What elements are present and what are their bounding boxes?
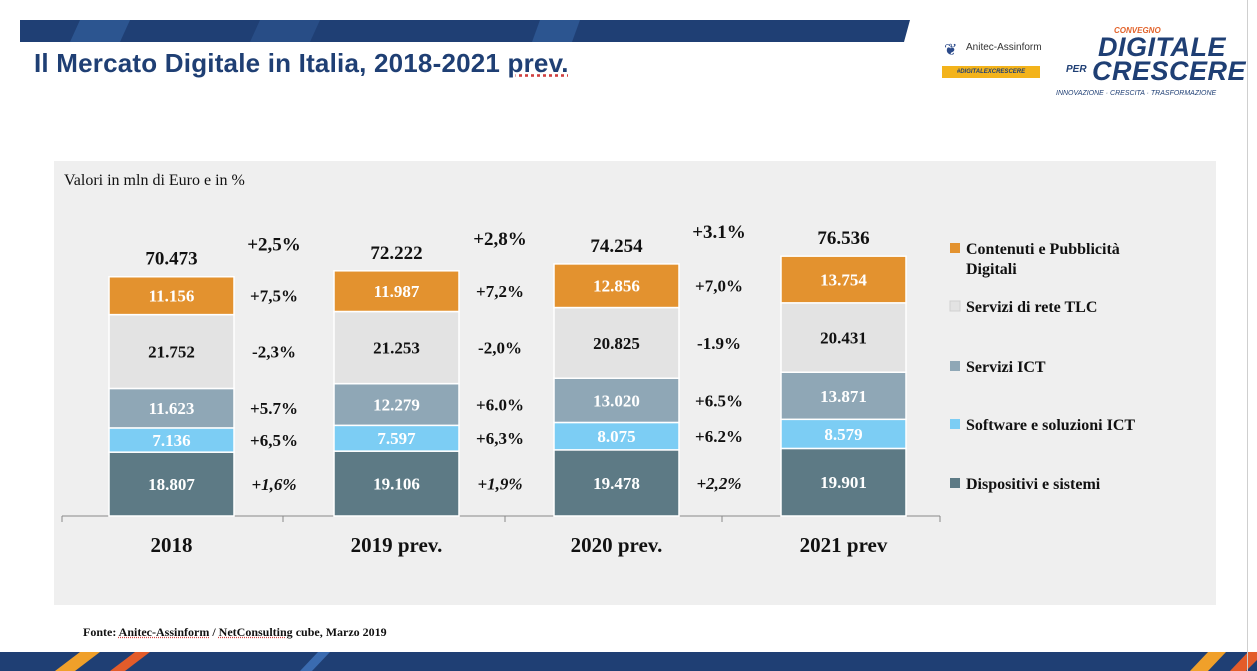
- anitec-assinform-logo: ❦ Anitec-Assinform #DIGITALEXCRESCERE: [938, 36, 1048, 86]
- data-label: 21.752: [148, 343, 195, 362]
- data-label: 20.825: [593, 334, 640, 353]
- total-growth-label: +3.1%: [692, 222, 746, 243]
- bar-segment: [333, 382, 460, 427]
- source-prefix: Fonte:: [83, 625, 119, 639]
- legend-swatch: [950, 478, 960, 488]
- logo-tag: #DIGITALEXCRESCERE: [942, 66, 1040, 78]
- growth-label: +1,9%: [477, 475, 522, 494]
- bar-segment: [333, 270, 460, 313]
- units-note: Valori in mln di Euro e in %: [64, 172, 245, 189]
- x-tick-label: 2020 prev.: [571, 533, 663, 557]
- data-label: 8.579: [824, 425, 862, 444]
- growth-label: +6.0%: [476, 395, 524, 414]
- legend-swatch: [950, 419, 960, 429]
- logo-per: PER: [1066, 64, 1087, 75]
- bar-segment: [553, 449, 680, 517]
- source-org1: Anitec-Assinform: [118, 625, 210, 639]
- bar-segment: [780, 418, 907, 450]
- legend-label: Servizi di rete TLC: [966, 299, 1097, 316]
- bar-segment: [553, 421, 680, 451]
- data-label: 8.075: [597, 427, 635, 446]
- total-label: 74.254: [590, 236, 643, 257]
- growth-label: +2,2%: [696, 474, 741, 493]
- data-label: 12.856: [593, 277, 640, 296]
- data-label: 11.156: [149, 287, 195, 306]
- data-label: 7.136: [152, 431, 190, 450]
- digitale-per-crescere-logo: CONVEGNO DIGITALE PER CRESCERE INNOVAZIO…: [1056, 24, 1246, 120]
- edge-rule: [1247, 0, 1248, 671]
- data-label: 11.987: [374, 282, 420, 301]
- legend-label: Servizi ICT: [966, 359, 1046, 376]
- legend-swatch: [950, 361, 960, 371]
- title-underlined: prev.: [507, 48, 569, 78]
- growth-label: +7,5%: [250, 287, 298, 306]
- growth-label: +7,0%: [695, 277, 743, 296]
- top-decorative-strip: [20, 20, 910, 42]
- x-tick-label: 2021 prev: [800, 533, 888, 557]
- total-label: 72.222: [370, 243, 422, 264]
- growth-label: -2,0%: [478, 339, 522, 358]
- bar-segment: [780, 302, 907, 373]
- source-sep: /: [209, 625, 219, 639]
- logo-line2: CRESCERE: [1092, 56, 1247, 86]
- growth-label: +5.7%: [250, 399, 298, 418]
- bar-segment: [553, 263, 680, 309]
- bar-segment: [108, 427, 235, 453]
- total-growth-label: +2,8%: [473, 229, 527, 250]
- bar-segment: [108, 275, 235, 316]
- logo-name: Anitec-Assinform: [966, 42, 1042, 53]
- bar-segment: [333, 450, 460, 517]
- data-label: 19.106: [373, 475, 420, 494]
- growth-label: +6.2%: [695, 427, 743, 446]
- growth-label: +7,2%: [476, 282, 524, 301]
- bar-segment: [780, 255, 907, 304]
- bar-segment: [333, 310, 460, 385]
- data-label: 21.253: [373, 339, 420, 358]
- total-growth-label: +2,5%: [247, 235, 301, 256]
- bar-segment: [108, 451, 235, 517]
- growth-label: +6,5%: [250, 431, 298, 450]
- total-label: 76.536: [817, 228, 869, 249]
- data-label: 11.623: [149, 399, 195, 418]
- data-label: 19.478: [593, 474, 640, 493]
- legend-label: Contenuti e Pubblicità: [966, 241, 1120, 258]
- bar-segment: [553, 306, 680, 380]
- data-label: 13.020: [593, 391, 640, 410]
- growth-label: +6.5%: [695, 391, 743, 410]
- x-tick-label: 2018: [151, 533, 193, 557]
- data-label: 13.754: [820, 271, 867, 290]
- page-title: Il Mercato Digitale in Italia, 2018-2021…: [34, 48, 569, 79]
- legend-swatch: [949, 300, 961, 312]
- bottom-decorative-strip: [0, 652, 1257, 671]
- shell-icon: ❦: [944, 42, 958, 59]
- bar-segment: [553, 377, 680, 424]
- growth-label: -2,3%: [252, 343, 296, 362]
- growth-label: +6,3%: [476, 429, 524, 448]
- growth-label: +1,6%: [251, 475, 296, 494]
- x-tick-label: 2019 prev.: [351, 533, 443, 557]
- data-label: 19.901: [820, 473, 867, 492]
- title-main: Il Mercato Digitale in Italia, 2018-2021: [34, 48, 508, 78]
- total-label: 70.473: [145, 249, 197, 270]
- logo-small-text: CONVEGNO: [1114, 26, 1161, 35]
- data-label: 20.431: [820, 329, 867, 348]
- growth-label: -1.9%: [697, 334, 741, 353]
- bar-segment: [108, 313, 235, 390]
- data-label: 7.597: [377, 429, 416, 448]
- data-label: 18.807: [148, 475, 195, 494]
- legend-label: Software e soluzioni ICT: [966, 417, 1135, 434]
- legend-label: Digitali: [966, 261, 1017, 278]
- logo-tagline: INNOVAZIONE · CRESCITA · TRASFORMAZIONE: [1056, 90, 1217, 97]
- source-suffix: cube, Marzo 2019: [292, 625, 387, 639]
- data-label: 13.871: [820, 387, 867, 406]
- source-note: Fonte: Anitec-Assinform / NetConsulting …: [83, 625, 387, 640]
- legend-label: Dispositivi e sistemi: [966, 476, 1101, 493]
- logo-line1: DIGITALE: [1098, 32, 1226, 62]
- legend-swatch: [950, 243, 960, 253]
- data-label: 12.279: [373, 395, 420, 414]
- source-org2: NetConsulting: [218, 625, 293, 639]
